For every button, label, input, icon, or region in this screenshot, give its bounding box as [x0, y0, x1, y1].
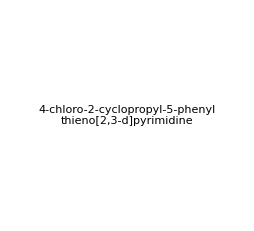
Text: 4-chloro-2-cyclopropyl-5-phenyl
thieno[2,3-d]pyrimidine: 4-chloro-2-cyclopropyl-5-phenyl thieno[2… [39, 105, 215, 126]
